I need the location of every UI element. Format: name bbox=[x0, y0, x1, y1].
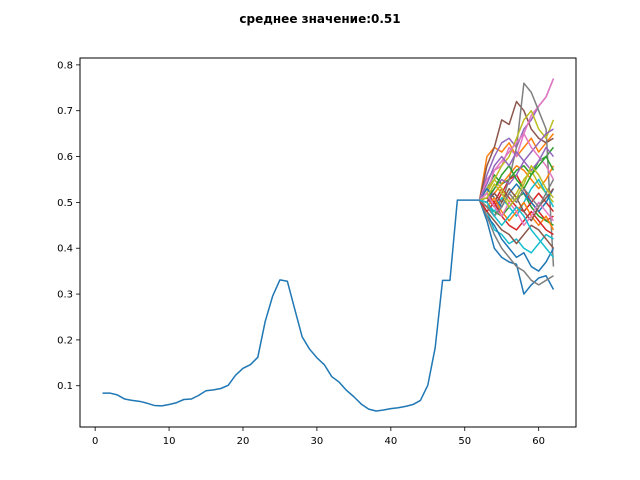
y-tick-label: 0.1 bbox=[57, 381, 73, 392]
forecast-series-line bbox=[479, 178, 555, 217]
x-axis: 0 10 20 30 40 50 60 bbox=[92, 427, 545, 447]
history-series-line bbox=[102, 199, 480, 412]
x-tick-label: 40 bbox=[384, 436, 397, 447]
forecast-series-line bbox=[479, 128, 554, 204]
forecast-series-line bbox=[478, 146, 555, 201]
forecast-series-line bbox=[478, 199, 554, 236]
forecast-series-line bbox=[478, 199, 555, 272]
forecast-series-line bbox=[479, 164, 555, 208]
x-tick-label: 10 bbox=[163, 436, 176, 447]
y-tick-label: 0.3 bbox=[57, 290, 73, 301]
forecast-series-line bbox=[479, 155, 555, 201]
x-tick-label: 60 bbox=[532, 436, 545, 447]
chart-title: среднее значение:0.51 bbox=[239, 12, 400, 26]
x-tick-label: 50 bbox=[458, 436, 471, 447]
history-layer bbox=[102, 199, 480, 412]
y-tick-label: 0.8 bbox=[57, 60, 73, 71]
forecast-series-line bbox=[478, 183, 555, 213]
y-tick-label: 0.5 bbox=[57, 198, 73, 209]
x-tick-label: 0 bbox=[92, 436, 98, 447]
y-tick-label: 0.7 bbox=[57, 106, 73, 117]
forecast-series-line bbox=[479, 169, 555, 204]
forecast-series-line bbox=[479, 78, 555, 201]
forecast-series-line bbox=[478, 199, 554, 254]
series-layer bbox=[478, 78, 555, 295]
y-axis: 0.1 0.2 0.3 0.4 0.5 0.6 0.7 0.8 bbox=[57, 60, 80, 392]
y-tick-label: 0.2 bbox=[57, 335, 73, 346]
forecast-series-line bbox=[479, 192, 555, 227]
forecast-series-line bbox=[478, 199, 554, 286]
forecast-series-line bbox=[478, 199, 555, 249]
x-tick-label: 20 bbox=[237, 436, 250, 447]
x-tick-label: 30 bbox=[311, 436, 324, 447]
forecast-series-line bbox=[478, 199, 555, 295]
y-tick-label: 0.6 bbox=[57, 152, 73, 163]
forecast-series-line bbox=[479, 199, 555, 258]
y-tick-label: 0.4 bbox=[57, 244, 73, 255]
plot-frame bbox=[79, 57, 577, 428]
